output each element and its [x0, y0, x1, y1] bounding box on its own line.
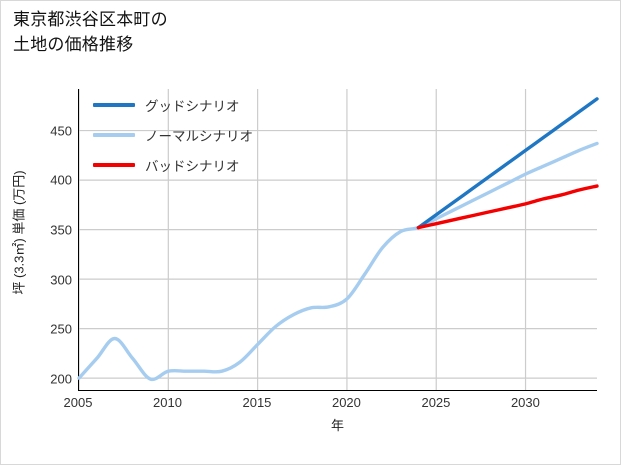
- legend-item[interactable]: ノーマルシナリオ: [93, 125, 253, 145]
- legend-item[interactable]: バッドシナリオ: [93, 155, 253, 175]
- legend-color-swatch: [93, 133, 135, 137]
- x-tick-label: 2030: [510, 395, 540, 410]
- y-tick-label: 400: [50, 172, 72, 188]
- y-tick-label: 300: [50, 272, 72, 288]
- y-tick-label: 450: [50, 123, 72, 139]
- series-line: [418, 99, 597, 228]
- series-lines: [79, 89, 597, 390]
- x-tick-label: 2025: [421, 395, 451, 410]
- y-tick-label: 200: [50, 371, 72, 387]
- x-axis-title: 年: [330, 418, 344, 433]
- x-tick-label: 2005: [63, 395, 93, 410]
- plot-area: [78, 89, 597, 391]
- y-tick-label: 350: [50, 222, 72, 238]
- legend-item[interactable]: グッドシナリオ: [93, 95, 253, 115]
- legend-color-swatch: [93, 163, 135, 167]
- x-axis-tick-labels: 2005 2010 2015 2020 2025 2030: [64, 395, 597, 415]
- x-tick-label: 2020: [331, 395, 361, 410]
- legend-item-label: グッドシナリオ: [145, 99, 240, 114]
- page-title: 東京都渋谷区本町の 土地の価格推移: [13, 10, 168, 54]
- y-axis-title: 坪 (3.3㎡) 単価 (万円): [11, 170, 27, 295]
- series-line: [418, 186, 597, 228]
- chart-legend: グッドシナリオ ノーマルシナリオ バッドシナリオ: [89, 93, 257, 177]
- y-axis-tick-labels: 200 250 300 350 400 450: [32, 89, 72, 391]
- x-tick-label: 2010: [153, 395, 182, 410]
- x-tick-label: 2015: [242, 395, 272, 410]
- series-line: [79, 143, 597, 379]
- legend-item-label: バッドシナリオ: [145, 159, 240, 174]
- y-tick-label: 250: [50, 321, 72, 337]
- legend-item-label: ノーマルシナリオ: [145, 129, 253, 144]
- legend-color-swatch: [93, 103, 135, 107]
- grid-lines: [79, 89, 597, 390]
